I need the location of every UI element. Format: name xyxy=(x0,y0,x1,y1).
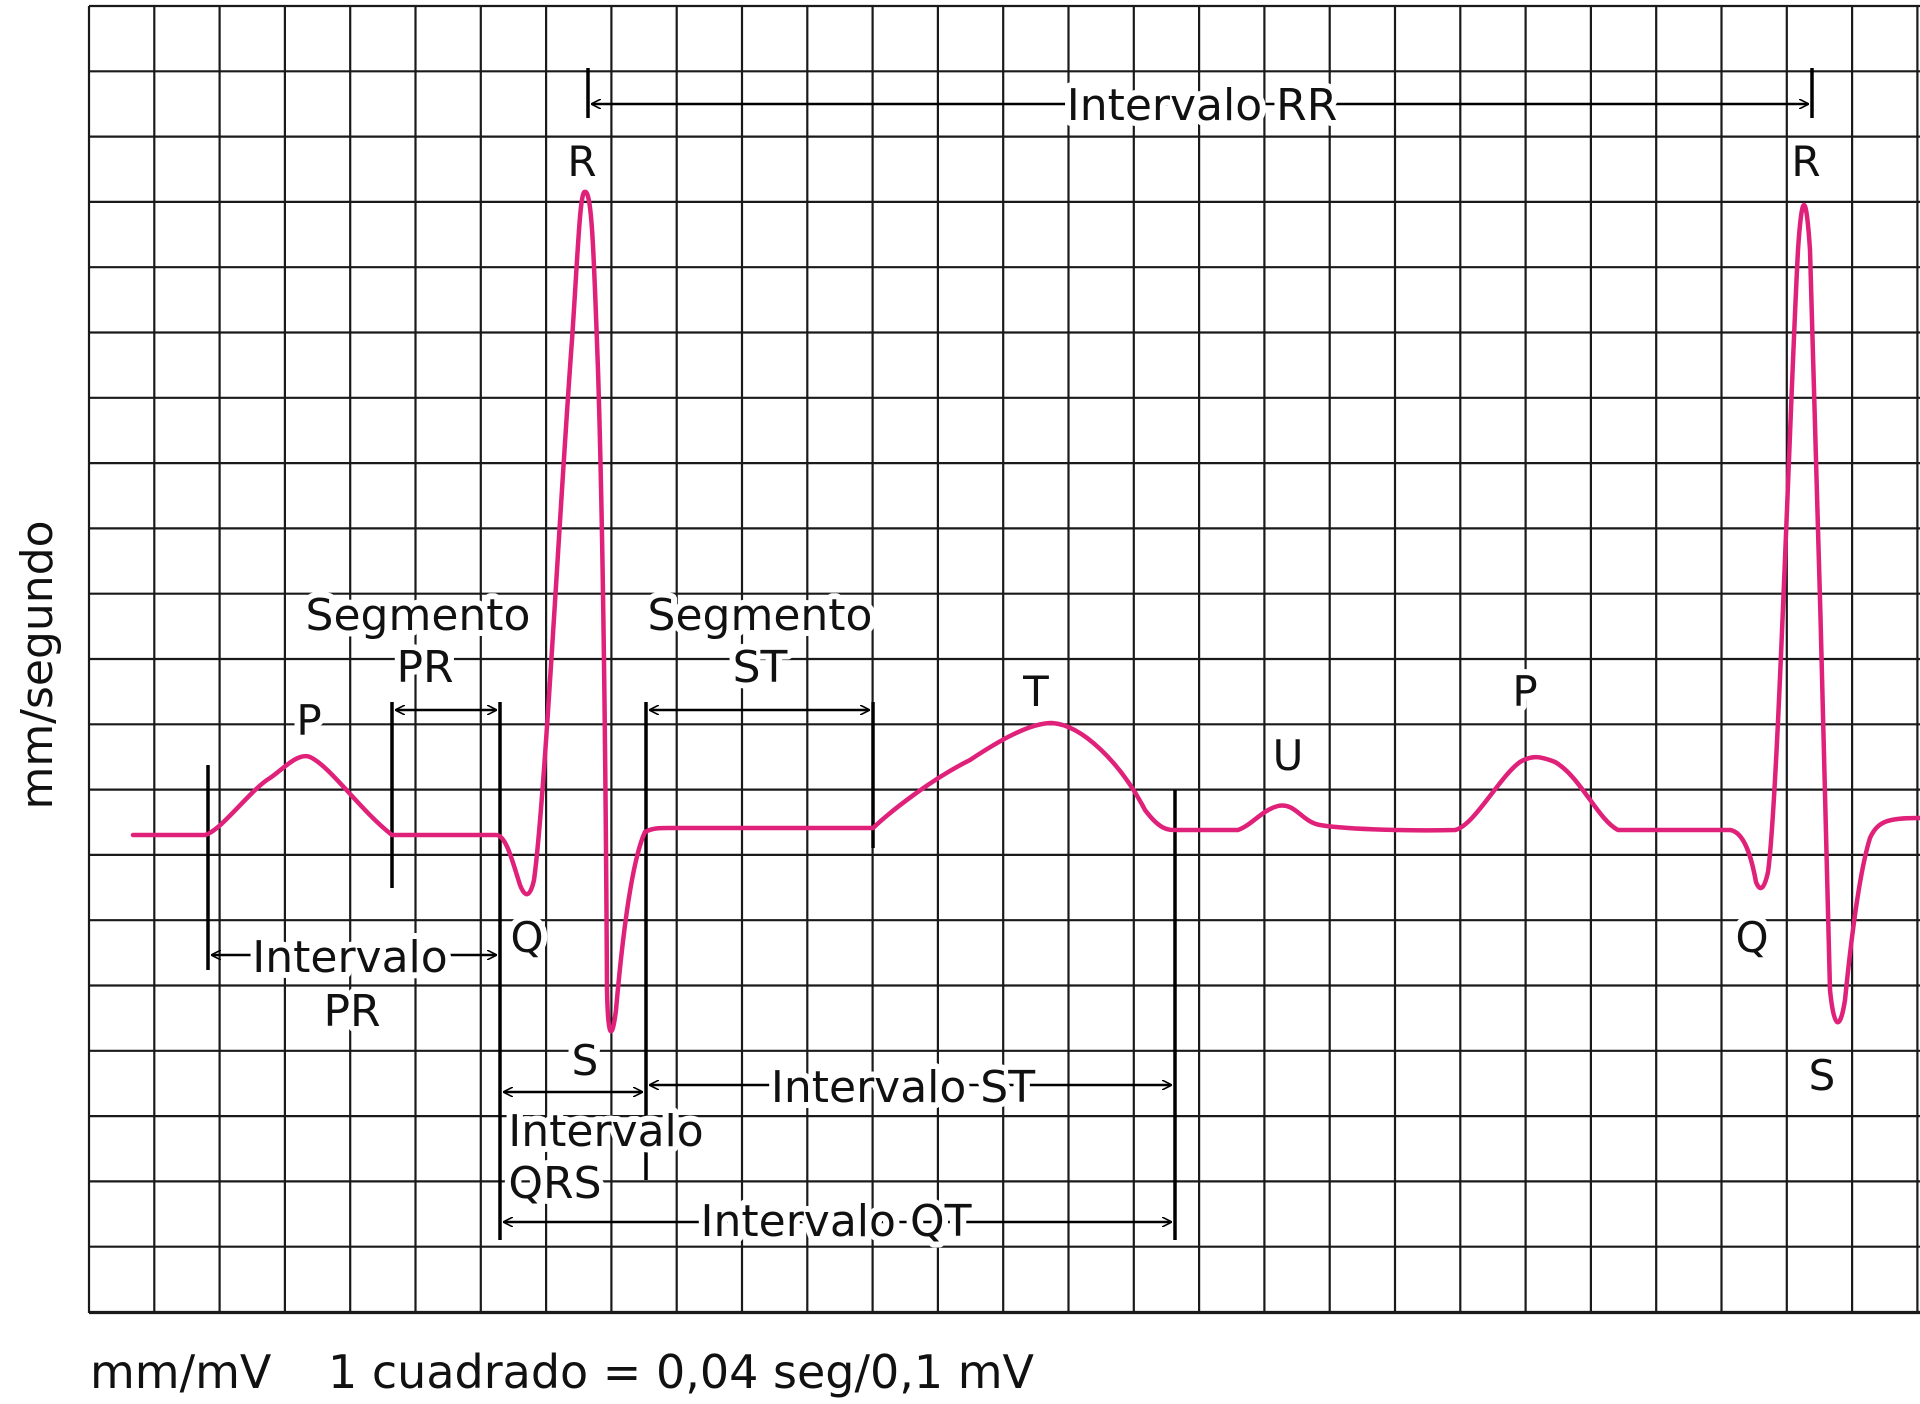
ecg-trace xyxy=(130,189,1920,1034)
pr-segment-label-line1: Segmento xyxy=(306,590,531,641)
wave-label-p1: P xyxy=(296,696,321,745)
wave-label-q2: Q xyxy=(1735,913,1768,962)
interval-labels: Intervalo RR Segmento PR Segmento ST Int… xyxy=(246,74,1343,1253)
wave-label-p2: P xyxy=(1512,667,1537,716)
qrs-interval-label-line1: Intervalo xyxy=(508,1106,703,1157)
wave-labels: P R Q S T U P R Q S xyxy=(290,131,1841,1106)
wave-label-s1: S xyxy=(572,1036,599,1085)
rr-interval-label: Intervalo RR xyxy=(1067,80,1338,131)
st-interval-label: Intervalo ST xyxy=(771,1062,1035,1113)
st-segment-label-line1: Segmento xyxy=(648,590,873,641)
wave-label-s2: S xyxy=(1809,1051,1836,1100)
qt-interval-label: Intervalo QT xyxy=(701,1196,972,1247)
pr-interval-label-line1: Intervalo xyxy=(252,932,447,983)
wave-label-t: T xyxy=(1022,667,1049,716)
ecg-grid xyxy=(87,4,1920,1315)
qrs-interval-label-line2: QRS xyxy=(508,1158,601,1209)
footer-units: mm/mV xyxy=(90,1345,272,1399)
footer-scale: 1 cuadrado = 0,04 seg/0,1 mV xyxy=(328,1345,1035,1399)
st-segment-label-line2: ST xyxy=(733,642,788,693)
wave-label-r1: R xyxy=(567,137,596,186)
y-axis-label: mm/segundo xyxy=(12,520,63,809)
wave-label-u: U xyxy=(1273,731,1304,780)
wave-label-q1: Q xyxy=(510,913,543,962)
pr-interval-label-line2: PR xyxy=(323,986,380,1037)
wave-label-r2: R xyxy=(1791,137,1820,186)
interval-arrows xyxy=(212,104,1808,1222)
pr-segment-label-line2: PR xyxy=(396,642,453,693)
interval-markers xyxy=(206,68,1814,1240)
